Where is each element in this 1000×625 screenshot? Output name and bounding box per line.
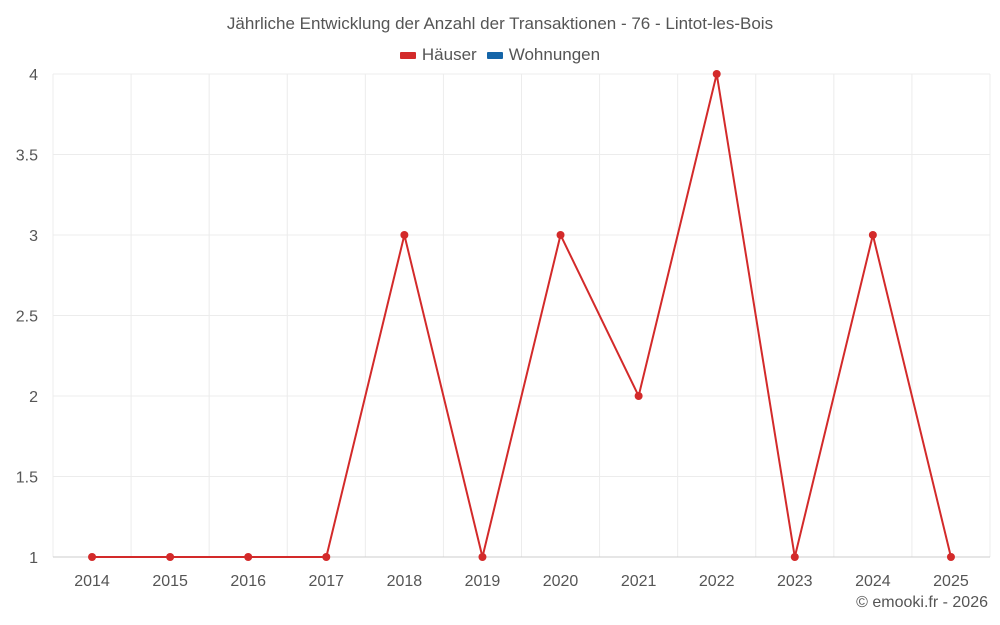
legend-item-haeuser[interactable]: Häuser [399,45,477,65]
data-point[interactable] [946,553,955,561]
y-tick-label: 1.5 [16,470,38,487]
x-tick-label: 2022 [699,573,735,590]
legend-swatch-wohnungen [486,51,503,59]
y-tick-label: 3.5 [16,148,38,165]
data-point[interactable] [634,392,643,400]
x-tick-label: 2019 [465,573,501,590]
y-tick-label: 3 [29,228,38,245]
y-tick-label: 1 [29,550,38,567]
legend-swatch-haeuser [399,51,416,59]
x-tick-label: 2021 [621,573,657,590]
x-tick-label: 2018 [387,573,423,590]
series-line-0 [92,73,952,558]
y-tick-label: 4 [29,67,38,84]
x-tick-label: 2016 [230,573,266,590]
legend-label-haeuser: Häuser [421,45,477,64]
data-point[interactable] [712,70,721,78]
y-tick-label: 2 [29,389,38,406]
legend-label-wohnungen: Wohnungen [508,45,601,64]
data-point[interactable] [88,553,97,561]
data-point[interactable] [322,553,331,561]
data-point[interactable] [400,231,409,239]
x-tick-label: 2025 [933,573,969,590]
x-tick-label: 2020 [543,573,579,590]
data-point[interactable] [790,553,799,561]
data-point[interactable] [868,231,877,239]
x-tick-label: 2015 [152,573,188,590]
x-tick-label: 2014 [74,573,110,590]
x-tick-label: 2023 [777,573,813,590]
data-point[interactable] [244,553,253,561]
data-point[interactable] [478,553,487,561]
chart-title: Jährliche Entwicklung der Anzahl der Tra… [226,14,774,33]
legend: Häuser Wohnungen [0,45,1000,65]
legend-item-wohnungen[interactable]: Wohnungen [486,45,601,65]
y-tick-label: 2.5 [16,309,38,326]
credit-text: © emooki.fr - 2026 [856,594,988,611]
data-point[interactable] [556,231,565,239]
data-point[interactable] [166,553,175,561]
x-tick-label: 2017 [308,573,344,590]
x-tick-label: 2024 [855,573,891,590]
